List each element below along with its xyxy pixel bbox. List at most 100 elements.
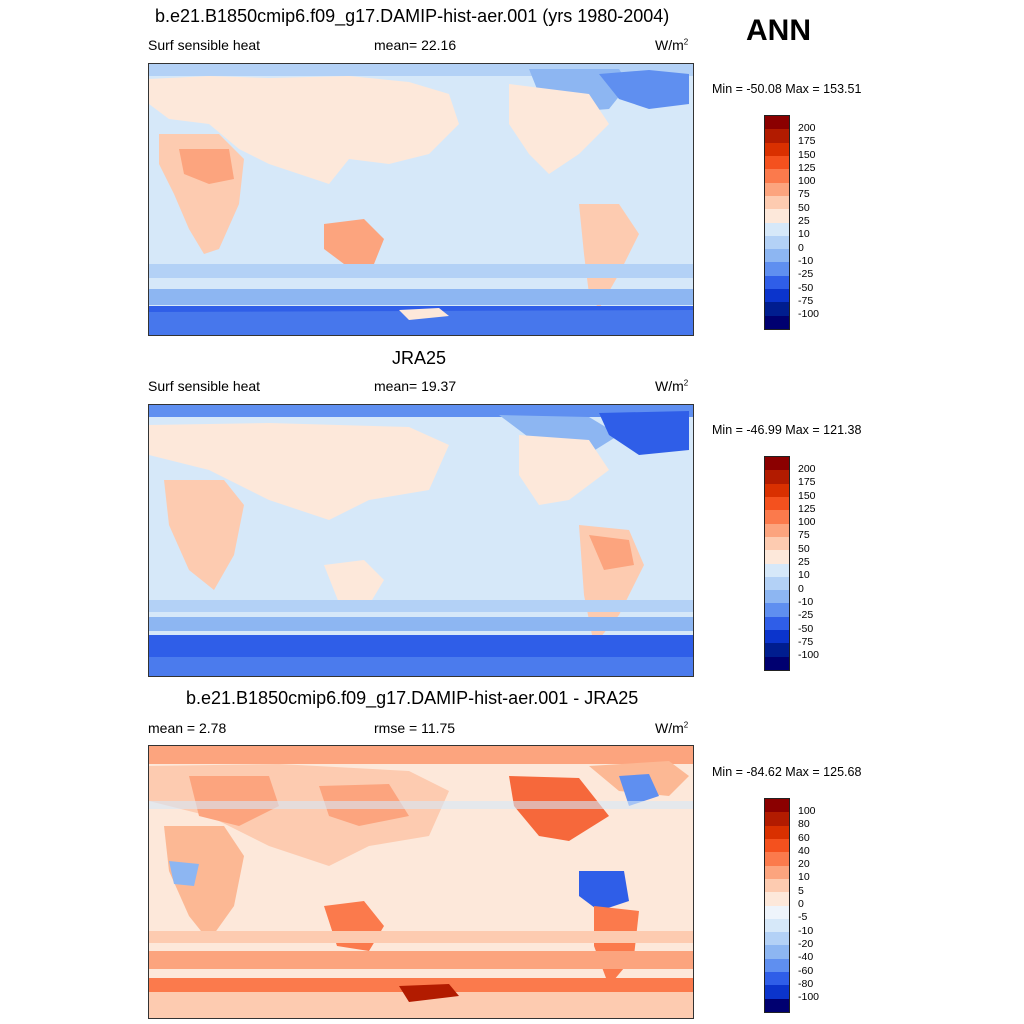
panel-3-unit: W/m2 xyxy=(655,720,689,736)
colorbar-swatch xyxy=(765,603,789,617)
colorbar-swatch xyxy=(765,129,789,143)
colorbar-tick-label: 10 xyxy=(798,569,810,582)
panel-1-title: b.e21.B1850cmip6.f09_g17.DAMIP-hist-aer.… xyxy=(155,6,670,26)
panel-1-map xyxy=(148,63,694,336)
colorbar-swatch xyxy=(765,510,789,524)
panel-3-title: b.e21.B1850cmip6.f09_g17.DAMIP-hist-aer.… xyxy=(186,688,639,708)
panel-2-map-svg xyxy=(149,405,693,676)
panel-1-minmax: Min = -50.08 Max = 153.51 xyxy=(712,82,862,96)
colorbar-tick-label: -10 xyxy=(798,595,814,608)
colorbar-swatch xyxy=(765,812,789,826)
colorbar-tick-label: -100 xyxy=(798,649,820,662)
panel-3-map xyxy=(148,745,694,1019)
colorbar-swatch xyxy=(765,932,789,946)
colorbar-tick-label: 200 xyxy=(798,463,816,475)
colorbar-swatch xyxy=(765,470,789,484)
colorbar-tick-label: -25 xyxy=(798,268,814,281)
colorbar-tick-label: -25 xyxy=(798,609,814,622)
panel-3-map-svg xyxy=(149,746,693,1018)
colorbar-swatch xyxy=(765,182,789,196)
colorbar-swatch xyxy=(765,302,789,316)
colorbar-swatch xyxy=(765,275,789,290)
panel-2-minmax: Min = -46.99 Max = 121.38 xyxy=(712,423,862,437)
colorbar-swatch xyxy=(765,289,789,303)
colorbar-tick-label: 175 xyxy=(798,135,816,148)
colorbar-tick-label: 100 xyxy=(798,805,816,817)
panel-2-mean-label: mean= 19.37 xyxy=(374,378,457,394)
colorbar-swatch xyxy=(765,643,789,657)
colorbar-tick-label: 0 xyxy=(798,241,804,254)
colorbar-tick-label: 100 xyxy=(798,175,816,188)
colorbar-tick-label: 75 xyxy=(798,188,810,201)
colorbar-swatch xyxy=(765,852,789,866)
colorbar-tick-label: 10 xyxy=(798,871,810,884)
colorbar-tick-label: 0 xyxy=(798,898,804,911)
colorbar-swatch xyxy=(765,838,789,853)
colorbar-tick-label: -50 xyxy=(798,622,814,635)
colorbar-swatch xyxy=(765,262,789,276)
colorbar-swatch xyxy=(765,892,789,906)
colorbar-tick-label: -100 xyxy=(798,991,820,1004)
colorbar-swatch xyxy=(765,169,789,183)
colorbar-tick-label: -50 xyxy=(798,281,814,294)
colorbar-tick-label: 25 xyxy=(798,556,810,569)
panel-2-colorbar-labels: 200 175 150 125 100 75 50 25 10 0 -10 -25 -50 -75 -100 xyxy=(798,463,819,662)
colorbar-swatch xyxy=(765,142,789,156)
panel-3-colorbar-labels: 100 80 60 40 20 10 5 0 -5 -10 -20 -40 -60 -80 -100 xyxy=(798,805,819,1004)
panel-2-unit: W/m2 xyxy=(655,378,689,394)
colorbar-tick-label: -75 xyxy=(798,635,814,648)
colorbar-swatch xyxy=(765,550,789,564)
colorbar-swatch xyxy=(765,496,789,511)
colorbar-tick-label: -10 xyxy=(798,924,814,937)
colorbar-tick-label: 10 xyxy=(798,228,810,241)
colorbar-tick-label: -5 xyxy=(798,911,808,924)
colorbar-tick-label: -75 xyxy=(798,294,814,307)
colorbar-tick-label: 100 xyxy=(798,516,816,529)
colorbar-swatch xyxy=(765,865,789,879)
colorbar-tick-label: 50 xyxy=(798,201,810,214)
panel-2-map xyxy=(148,404,694,677)
colorbar-swatch xyxy=(765,630,789,644)
colorbar-swatch xyxy=(765,985,789,999)
colorbar-swatch xyxy=(765,576,789,591)
colorbar-swatch xyxy=(765,945,789,959)
colorbar-swatch xyxy=(765,878,789,893)
colorbar-tick-label: 20 xyxy=(798,858,810,871)
colorbar-swatch xyxy=(765,155,789,170)
colorbar-swatch xyxy=(765,958,789,973)
colorbar-tick-label: -20 xyxy=(798,937,814,950)
panel-2-colorbar xyxy=(764,456,790,671)
colorbar-tick-label: 40 xyxy=(798,844,810,857)
colorbar-swatch xyxy=(765,457,789,471)
colorbar-tick-label: 125 xyxy=(798,502,816,515)
colorbar-tick-label: 25 xyxy=(798,215,810,228)
colorbar-swatch xyxy=(765,656,789,670)
colorbar-tick-label: 0 xyxy=(798,582,804,595)
panel-1-mean-label: mean= 22.16 xyxy=(374,37,457,53)
colorbar-swatch xyxy=(765,222,789,236)
colorbar-tick-label: -40 xyxy=(798,951,814,964)
panel-2-title: JRA25 xyxy=(392,348,447,368)
colorbar-tick-label: 200 xyxy=(798,122,816,134)
colorbar-swatch xyxy=(765,483,789,497)
colorbar-swatch xyxy=(765,536,789,551)
colorbar-tick-label: 5 xyxy=(798,884,804,897)
panel-1-colorbar xyxy=(764,115,790,330)
colorbar-swatch xyxy=(765,972,789,986)
colorbar-swatch xyxy=(765,195,789,210)
panel-1-colorbar-labels: 200 175 150 125 100 75 50 25 10 0 -10 -25 -50 -75 -100 xyxy=(798,122,819,321)
colorbar-swatch xyxy=(765,998,789,1012)
panel-1-unit: W/m2 xyxy=(655,37,689,53)
colorbar-swatch xyxy=(765,523,789,537)
colorbar-swatch xyxy=(765,249,789,263)
colorbar-swatch xyxy=(765,799,789,813)
colorbar-tick-label: -80 xyxy=(798,977,814,990)
colorbar-swatch xyxy=(765,616,789,631)
colorbar-tick-label: 75 xyxy=(798,529,810,542)
colorbar-tick-label: 175 xyxy=(798,476,816,489)
colorbar-swatch xyxy=(765,563,789,577)
season-label: ANN xyxy=(746,14,811,47)
colorbar-tick-label: 125 xyxy=(798,161,816,174)
panel-3-minmax: Min = -84.62 Max = 125.68 xyxy=(712,765,862,779)
panel-1-map-svg xyxy=(149,64,693,335)
